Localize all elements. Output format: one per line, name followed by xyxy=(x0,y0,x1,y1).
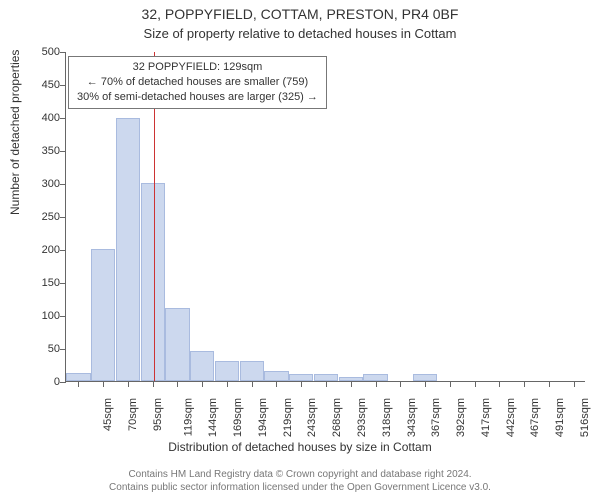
x-tick-label: 516sqm xyxy=(579,398,591,437)
x-tick-mark xyxy=(301,381,302,387)
y-tick-label: 50 xyxy=(26,343,66,355)
bar xyxy=(413,374,437,381)
y-tick-label: 250 xyxy=(26,211,66,223)
title-main: 32, POPPYFIELD, COTTAM, PRESTON, PR4 0BF xyxy=(0,6,600,22)
x-tick-label: 343sqm xyxy=(406,398,418,437)
x-tick-mark xyxy=(524,381,525,387)
x-tick-mark xyxy=(450,381,451,387)
bar xyxy=(66,373,90,381)
x-tick-mark xyxy=(549,381,550,387)
bar xyxy=(165,308,189,381)
y-tick-label: 300 xyxy=(26,178,66,190)
x-tick-label: 293sqm xyxy=(356,398,368,437)
x-tick-label: 169sqm xyxy=(232,398,244,437)
x-tick-label: 95sqm xyxy=(152,398,164,431)
x-tick-label: 417sqm xyxy=(480,398,492,437)
y-tick-label: 0 xyxy=(26,376,66,388)
annotation-line: 30% of semi-detached houses are larger (… xyxy=(77,90,318,105)
x-tick-label: 70sqm xyxy=(127,398,139,431)
bar xyxy=(289,374,313,381)
x-tick-mark xyxy=(103,381,104,387)
x-tick-label: 318sqm xyxy=(381,398,393,437)
y-tick-label: 400 xyxy=(26,112,66,124)
x-tick-mark xyxy=(425,381,426,387)
footer-line-2: Contains public sector information licen… xyxy=(0,481,600,494)
x-tick-mark xyxy=(227,381,228,387)
footer-line-1: Contains HM Land Registry data © Crown c… xyxy=(0,468,600,481)
x-tick-label: 491sqm xyxy=(554,398,566,437)
x-tick-mark xyxy=(78,381,79,387)
bar xyxy=(240,361,264,381)
x-tick-mark xyxy=(202,381,203,387)
x-tick-mark xyxy=(475,381,476,387)
bar xyxy=(363,374,387,381)
y-tick-label: 150 xyxy=(26,277,66,289)
bar xyxy=(314,374,338,381)
x-tick-mark xyxy=(499,381,500,387)
x-tick-mark xyxy=(276,381,277,387)
annotation-line: ← 70% of detached houses are smaller (75… xyxy=(77,75,318,90)
footer: Contains HM Land Registry data © Crown c… xyxy=(0,468,600,494)
x-tick-label: 467sqm xyxy=(529,398,541,437)
y-tick-label: 200 xyxy=(26,244,66,256)
bar xyxy=(116,118,140,381)
x-tick-label: 144sqm xyxy=(208,398,220,437)
x-tick-label: 392sqm xyxy=(455,398,467,437)
x-tick-mark xyxy=(376,381,377,387)
x-tick-mark xyxy=(177,381,178,387)
x-tick-mark xyxy=(351,381,352,387)
bar xyxy=(141,183,165,381)
x-tick-mark xyxy=(326,381,327,387)
x-tick-mark xyxy=(128,381,129,387)
x-tick-label: 219sqm xyxy=(282,398,294,437)
x-tick-label: 442sqm xyxy=(505,398,517,437)
x-tick-mark xyxy=(400,381,401,387)
y-tick-label: 450 xyxy=(26,79,66,91)
x-tick-mark xyxy=(153,381,154,387)
x-tick-label: 367sqm xyxy=(430,398,442,437)
x-tick-mark xyxy=(574,381,575,387)
title-sub: Size of property relative to detached ho… xyxy=(0,26,600,41)
x-axis-title: Distribution of detached houses by size … xyxy=(0,440,600,454)
chart-area: 05010015020025030035040045050045sqm70sqm… xyxy=(65,52,585,382)
x-tick-label: 268sqm xyxy=(331,398,343,437)
x-tick-label: 45sqm xyxy=(102,398,114,431)
y-tick-label: 500 xyxy=(26,46,66,58)
x-tick-mark xyxy=(252,381,253,387)
annotation-line: 32 POPPYFIELD: 129sqm xyxy=(77,60,318,75)
chart-wrap: 32, POPPYFIELD, COTTAM, PRESTON, PR4 0BF… xyxy=(0,0,600,500)
bar xyxy=(91,249,115,381)
x-tick-label: 243sqm xyxy=(307,398,319,437)
y-tick-label: 350 xyxy=(26,145,66,157)
y-axis-label: Number of detached properties xyxy=(8,50,22,215)
bar xyxy=(190,351,214,381)
bar xyxy=(215,361,239,381)
annotation-box: 32 POPPYFIELD: 129sqm← 70% of detached h… xyxy=(68,56,327,109)
y-tick-label: 100 xyxy=(26,310,66,322)
bar xyxy=(264,371,288,381)
x-tick-label: 119sqm xyxy=(182,398,194,436)
x-tick-label: 194sqm xyxy=(257,398,269,437)
